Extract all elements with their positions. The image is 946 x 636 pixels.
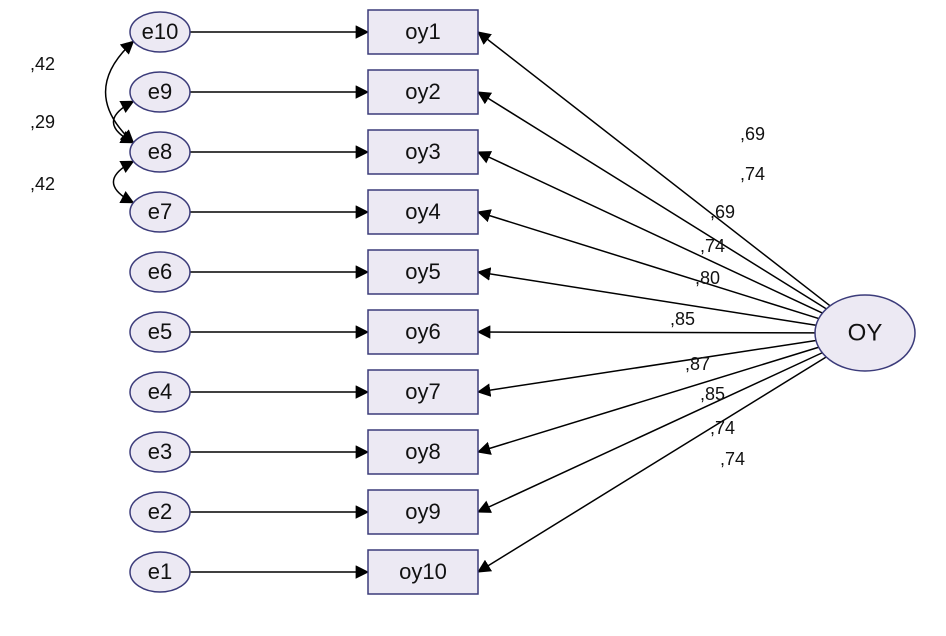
latent-OY: OY (815, 295, 915, 371)
cov-label-e9-e8: ,29 (30, 112, 55, 132)
error-e1: e1 (130, 552, 190, 592)
cov-edge-e9-e8 (113, 101, 133, 142)
observed-oy10: oy10 (368, 550, 478, 594)
loading-label-oy3: ,69 (710, 202, 735, 222)
observed-label-oy6: oy6 (405, 319, 440, 344)
error-e3: e3 (130, 432, 190, 472)
error-label-e5: e5 (148, 319, 172, 344)
sem-diagram: oy1 oy2 oy3 oy4 oy5 oy6 oy7 oy8 oy9 oy10 e10 e9 e8 e… (0, 0, 946, 636)
error-e2: e2 (130, 492, 190, 532)
error-label-e9: e9 (148, 79, 172, 104)
latent-label: OY (848, 319, 883, 346)
loading-edge-oy6 (478, 332, 815, 333)
cov-label-e10-e8: ,42 (30, 54, 55, 74)
observed-oy7: oy7 (368, 370, 478, 414)
loading-edge-oy4 (478, 212, 819, 319)
cov-edge-e8-e7 (113, 161, 133, 202)
loading-label-oy5: ,80 (695, 268, 720, 288)
error-e10: e10 (130, 12, 190, 52)
error-label-e3: e3 (148, 439, 172, 464)
error-label-e2: e2 (148, 499, 172, 524)
error-label-e6: e6 (148, 259, 172, 284)
loading-label-oy8: ,85 (700, 384, 725, 404)
observed-oy9: oy9 (368, 490, 478, 534)
error-e4: e4 (130, 372, 190, 412)
loading-edge-oy8 (478, 347, 819, 452)
loading-edge-oy1 (478, 32, 830, 306)
loading-edge-oy10 (478, 357, 826, 572)
error-e6: e6 (130, 252, 190, 292)
error-label-e1: e1 (148, 559, 172, 584)
error-label-e8: e8 (148, 139, 172, 164)
loading-edge-oy3 (478, 152, 822, 313)
error-label-e7: e7 (148, 199, 172, 224)
observed-label-oy4: oy4 (405, 199, 440, 224)
loading-edge-oy2 (478, 92, 826, 309)
loading-label-oy1: ,69 (740, 124, 765, 144)
observed-label-oy5: oy5 (405, 259, 440, 284)
loading-edge-oy9 (478, 353, 822, 512)
loading-label-oy2: ,74 (740, 164, 765, 184)
observed-label-oy2: oy2 (405, 79, 440, 104)
observed-oy1: oy1 (368, 10, 478, 54)
loading-label-oy10: ,74 (720, 449, 745, 469)
cov-label-e8-e7: ,42 (30, 174, 55, 194)
error-e7: e7 (130, 192, 190, 232)
error-e9: e9 (130, 72, 190, 112)
observed-oy5: oy5 (368, 250, 478, 294)
observed-label-oy10: oy10 (399, 559, 447, 584)
loading-label-oy9: ,74 (710, 418, 735, 438)
loading-label-oy6: ,85 (670, 309, 695, 329)
loading-edge-oy7 (478, 340, 816, 392)
loading-label-oy4: ,74 (700, 236, 725, 256)
loading-edge-oy5 (478, 272, 816, 325)
error-e8: e8 (130, 132, 190, 172)
observed-oy6: oy6 (368, 310, 478, 354)
loading-label-oy7: ,87 (685, 354, 710, 374)
observed-label-oy9: oy9 (405, 499, 440, 524)
observed-label-oy1: oy1 (405, 19, 440, 44)
observed-oy4: oy4 (368, 190, 478, 234)
observed-oy3: oy3 (368, 130, 478, 174)
error-label-e4: e4 (148, 379, 172, 404)
error-e5: e5 (130, 312, 190, 352)
observed-label-oy7: oy7 (405, 379, 440, 404)
observed-oy2: oy2 (368, 70, 478, 114)
observed-label-oy8: oy8 (405, 439, 440, 464)
observed-label-oy3: oy3 (405, 139, 440, 164)
error-label-e10: e10 (142, 19, 179, 44)
observed-oy8: oy8 (368, 430, 478, 474)
